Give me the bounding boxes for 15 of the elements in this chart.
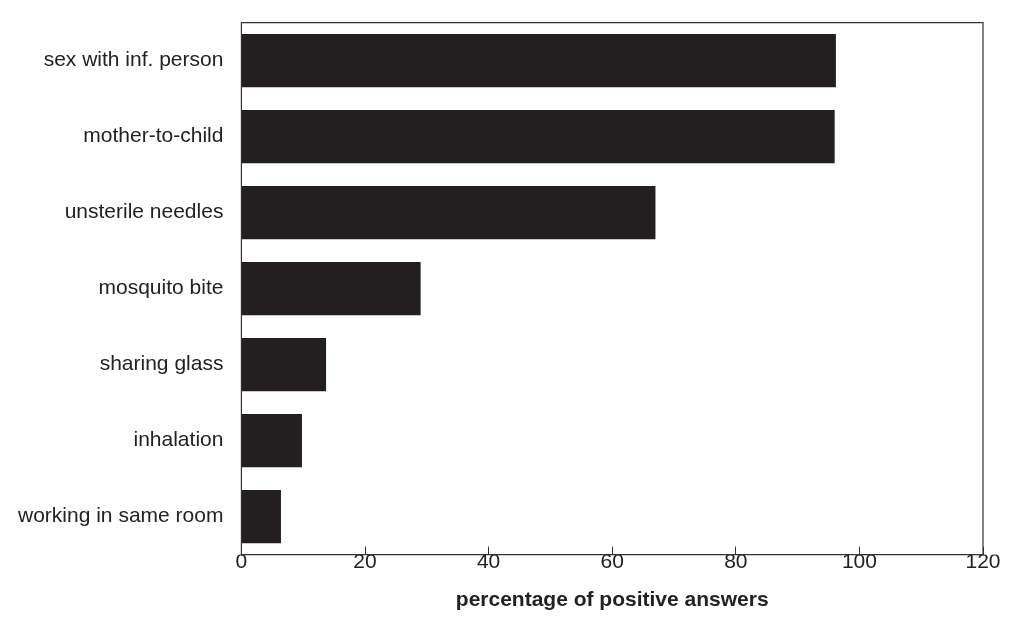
bar [241,262,421,316]
y-tick-label: working in same room [17,503,224,527]
bar [241,414,302,468]
bar [241,490,281,544]
x-axis-title: percentage of positive answers [455,587,769,611]
bar [241,338,327,392]
bar [241,186,656,240]
y-tick-label: sharing glass [99,351,224,375]
bar [241,34,836,88]
y-tick-label: mother-to-child [83,123,224,147]
y-tick-label: sex with inf. person [43,47,224,71]
y-tick-label: unsterile needles [64,199,224,223]
y-tick-label: inhalation [133,427,224,451]
y-tick-label: mosquito bite [98,275,224,299]
bar [241,110,835,164]
